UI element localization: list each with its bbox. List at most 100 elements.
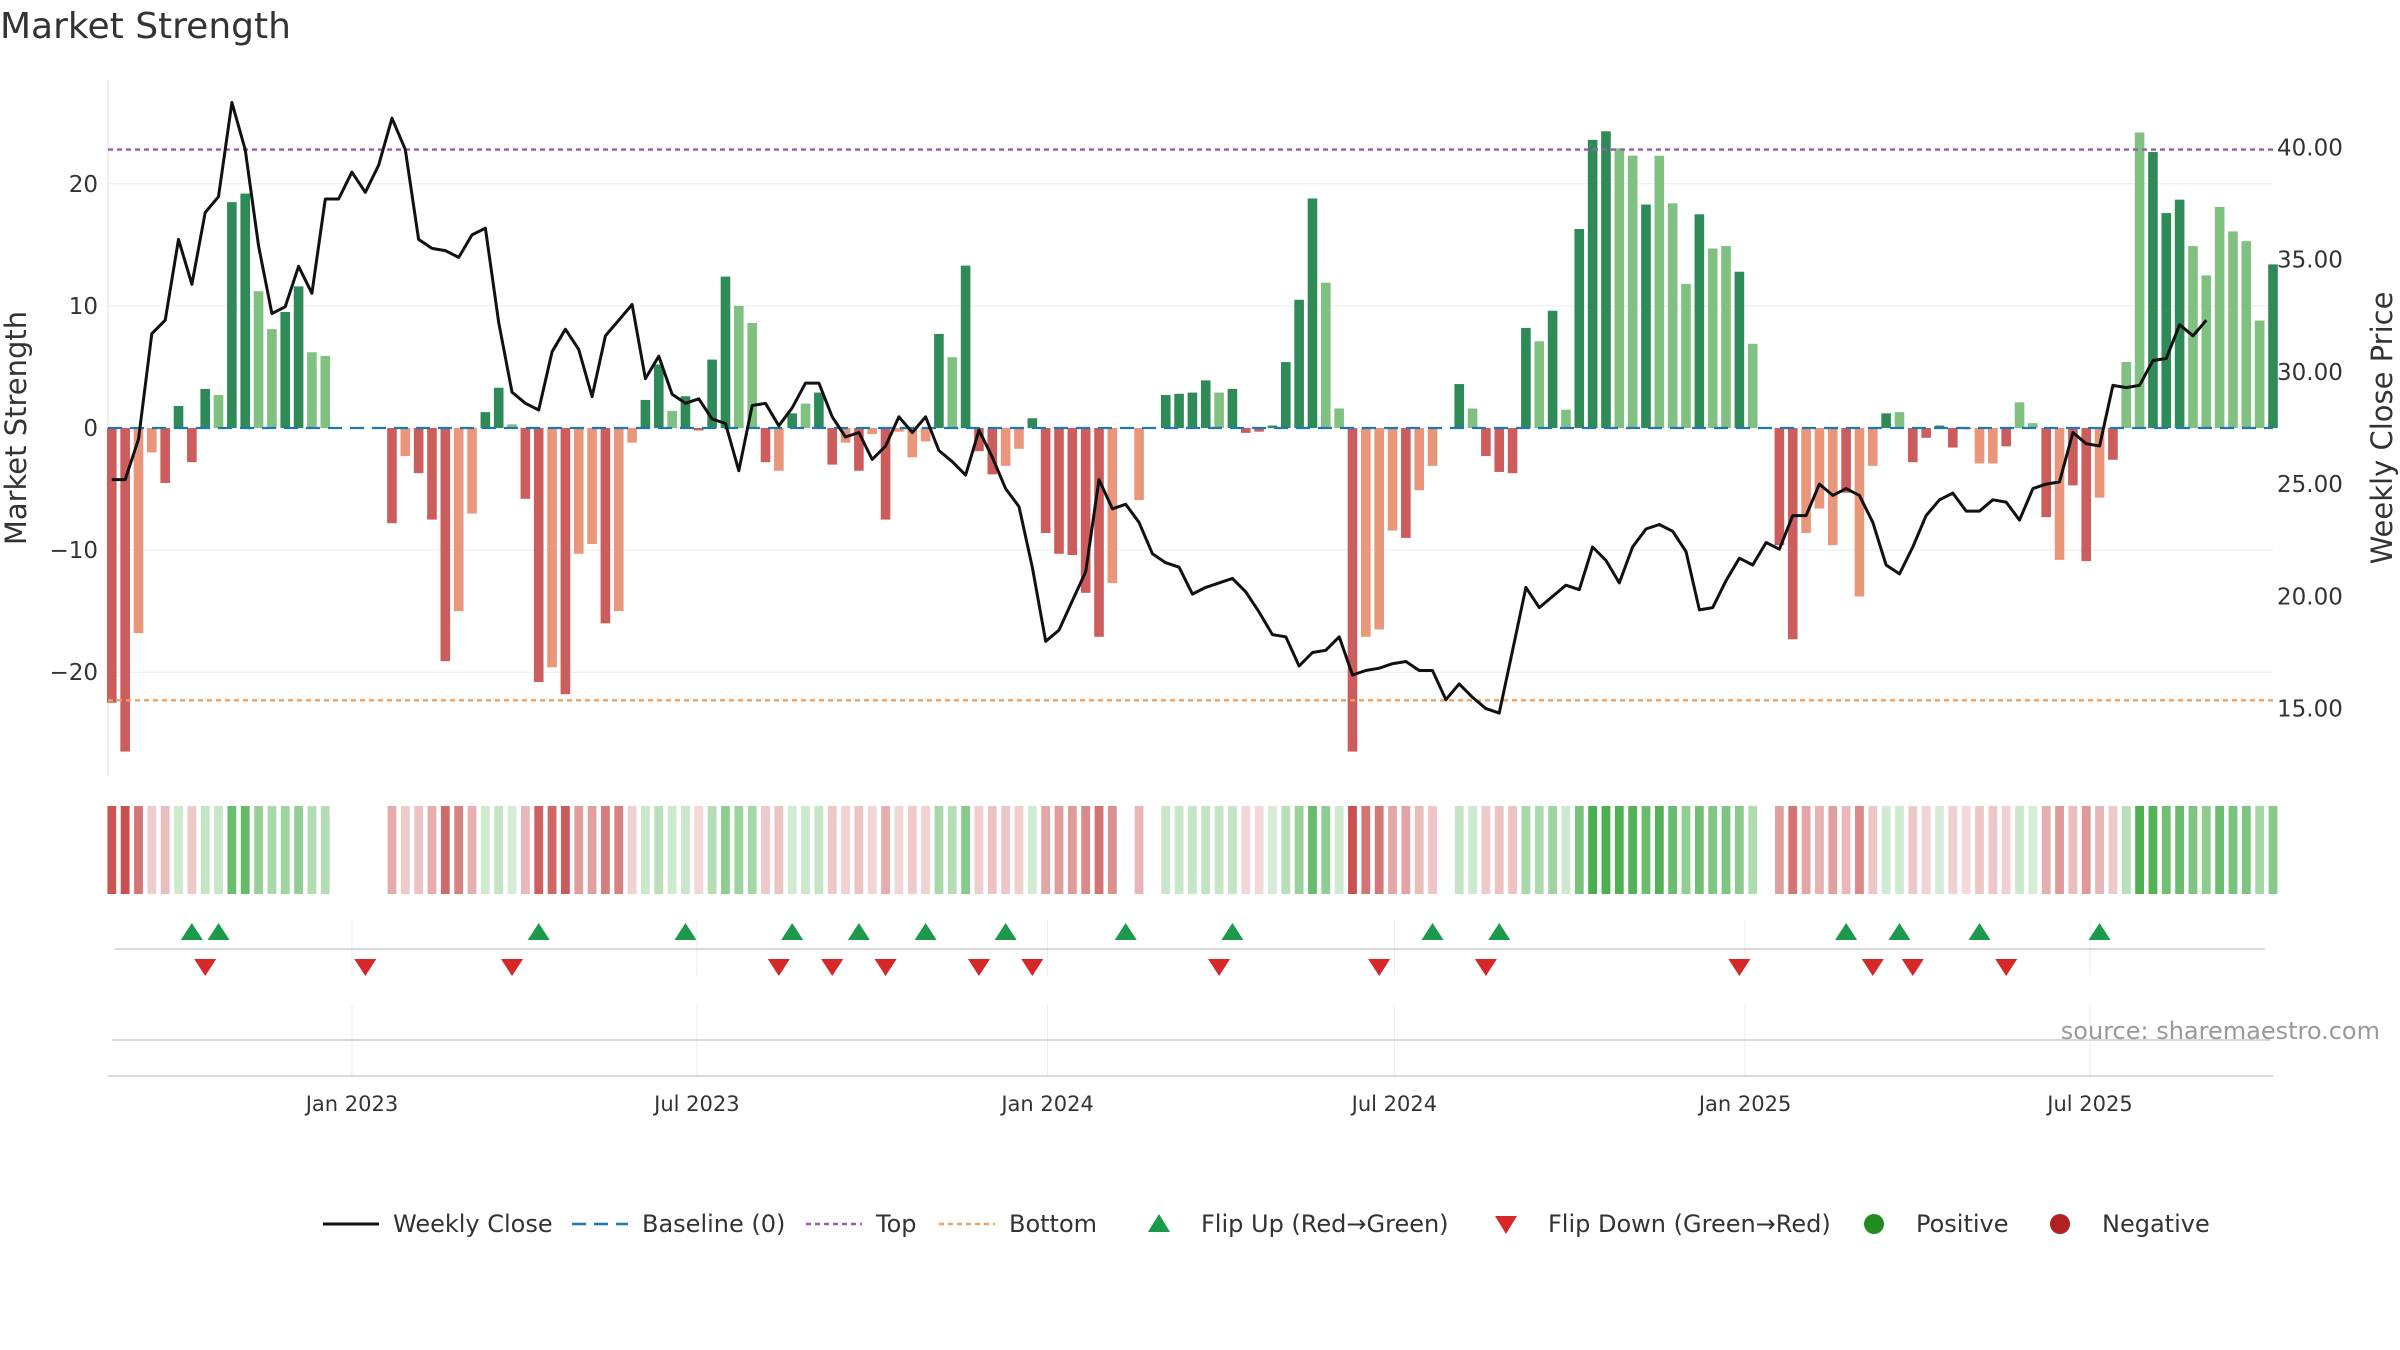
strength-bar [2201, 275, 2212, 428]
strength-bar [2134, 132, 2145, 429]
strength-bar [894, 428, 904, 432]
heat-cell [1601, 806, 1611, 894]
heat-cell [2188, 806, 2198, 894]
flip-down-marker [1901, 959, 1924, 976]
heat-cell [707, 806, 717, 894]
flip-up-marker [674, 923, 697, 940]
heat-cell [774, 806, 784, 894]
heat-cell [1881, 806, 1891, 894]
strength-bar [1294, 299, 1304, 428]
heat-cell [2081, 806, 2091, 894]
heat-cell [1961, 806, 1971, 894]
strength-bar [2241, 241, 2252, 428]
heat-cell [254, 806, 263, 894]
strength-bar [560, 428, 571, 695]
strength-bar [1721, 246, 1731, 428]
heat-cell [2001, 806, 2011, 894]
strength-bar [173, 406, 184, 428]
strength-bar [1974, 428, 1985, 464]
strength-bar [1521, 327, 1531, 428]
flip-down-marker [354, 959, 377, 976]
flip-up-marker [2088, 923, 2111, 940]
heat-cell [480, 806, 490, 894]
strength-bar [400, 428, 411, 457]
strength-bar [1027, 418, 1038, 428]
flip-down-marker [874, 959, 897, 976]
x-tick-label: Jan 2025 [1697, 1092, 1792, 1116]
strength-bar [227, 202, 237, 428]
heat-cell [841, 806, 850, 894]
legend-flip-up-swatch [1148, 1214, 1170, 1232]
strength-bar [827, 428, 838, 465]
heat-cell [761, 806, 770, 894]
heat-cell [1921, 806, 1931, 894]
heat-cell [854, 806, 864, 894]
strength-bar [1894, 412, 1905, 428]
heat-cell [147, 806, 157, 894]
strength-bar [1841, 428, 1851, 493]
flip-up-marker [1888, 923, 1911, 940]
strength-bar [307, 352, 317, 428]
heat-cell [240, 806, 250, 894]
strength-bar [1054, 428, 1064, 554]
heat-cell [2201, 806, 2211, 894]
heat-cell [1481, 806, 1491, 894]
strength-bar [467, 428, 477, 514]
heat-cell [1414, 806, 1424, 894]
strength-bar [920, 428, 931, 442]
heat-cell [2255, 806, 2265, 894]
strength-bar [1067, 428, 1078, 555]
heat-cell [1534, 806, 1544, 894]
heat-cell [1574, 806, 1584, 894]
strength-bar [2068, 428, 2078, 486]
heat-cell [400, 806, 410, 894]
strength-bar [1667, 203, 1678, 428]
heat-cell [1067, 806, 1077, 894]
heat-cell [1161, 806, 1171, 894]
heat-cell [1388, 806, 1397, 894]
legend-negative-swatch [2050, 1214, 2070, 1234]
heat-cell [1188, 806, 1197, 894]
heat-cell [921, 806, 930, 894]
heat-cell [681, 806, 690, 894]
heat-cell [1401, 806, 1411, 894]
heat-cell [1681, 806, 1691, 894]
heat-cell [934, 806, 944, 894]
heat-cell [440, 806, 450, 894]
heat-cell [507, 806, 517, 894]
strength-bar [1948, 428, 1958, 448]
flip-down-marker [194, 959, 217, 976]
strength-bar [587, 428, 597, 544]
heat-cell [601, 806, 610, 894]
heat-cell [2015, 806, 2024, 894]
heat-cell [1468, 806, 1477, 894]
strength-bar [160, 428, 170, 483]
strength-bar [2214, 206, 2225, 428]
flip-up-marker [1835, 923, 1858, 940]
heat-cell [1081, 806, 1091, 894]
heat-cell [1855, 806, 1864, 894]
strength-bar [720, 276, 731, 428]
strength-bar [1000, 428, 1011, 466]
heat-cell [2108, 806, 2118, 894]
strength-bar [1827, 428, 1838, 546]
strength-bar [627, 428, 637, 443]
heat-cell [1988, 806, 1998, 894]
strength-bar [320, 355, 331, 428]
strength-bar [760, 428, 771, 463]
strength-bar [280, 312, 291, 428]
heat-cell [1548, 806, 1558, 894]
strength-bar [2161, 213, 2172, 428]
strength-bar [1414, 428, 1424, 491]
heat-cell [227, 806, 237, 894]
strength-bar [1627, 155, 1638, 428]
heat-cell [2215, 806, 2225, 894]
strength-bar [734, 305, 744, 428]
legend-flip-down-swatch [1495, 1216, 1517, 1234]
flip-down-marker [767, 959, 790, 976]
heat-cell [734, 806, 744, 894]
heat-cell [1348, 806, 1357, 894]
x-axis: Jan 2023 Jul 2023 Jan 2024 Jul 2024 Jan 2025… [304, 1092, 2133, 1116]
strength-bar [854, 428, 864, 471]
